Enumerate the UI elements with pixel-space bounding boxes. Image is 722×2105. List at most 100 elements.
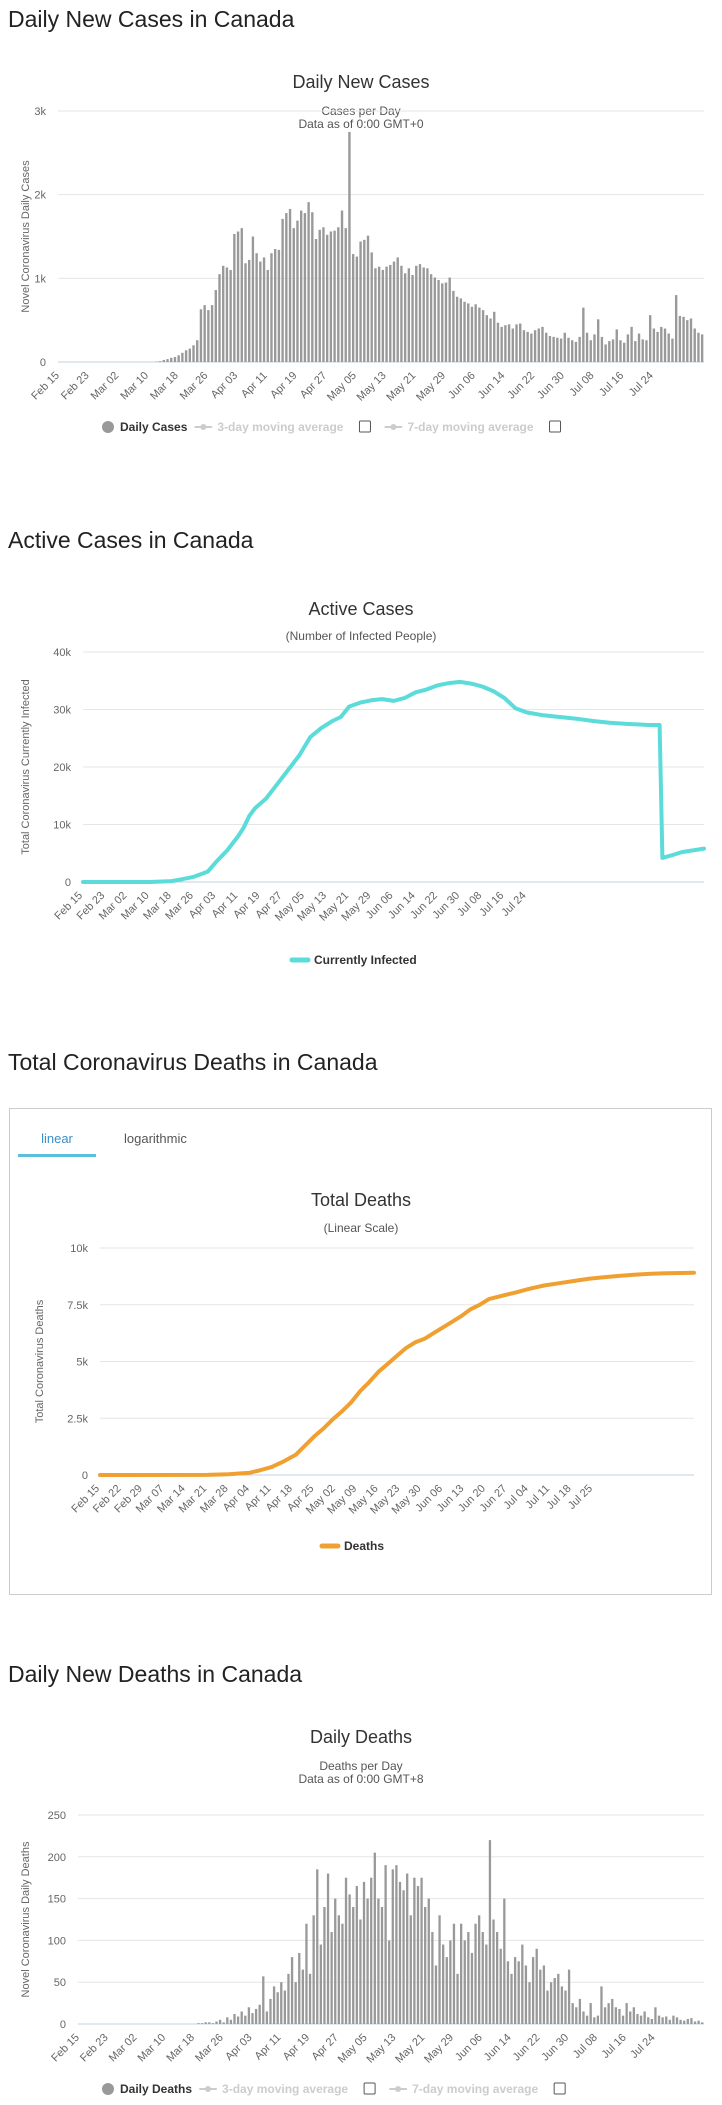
bar (341, 1924, 343, 2024)
bar (460, 298, 462, 362)
bar (233, 234, 235, 362)
bar (377, 1899, 379, 2024)
bar (307, 202, 309, 362)
y-tick-label: 2k (34, 190, 46, 202)
chart-subtitle: Deaths per Day (319, 1759, 402, 1773)
x-tick-label: May 05 (325, 370, 359, 404)
circle-marker-icon (200, 424, 206, 430)
x-tick-label: Feb 23 (59, 370, 92, 403)
bar (489, 318, 491, 362)
bar (320, 1945, 322, 2024)
bar (649, 315, 651, 362)
bar (515, 324, 517, 362)
bar (381, 1907, 383, 2024)
bar (435, 1965, 437, 2024)
bar (503, 1899, 505, 2024)
bar (697, 333, 699, 362)
bar (636, 2014, 638, 2024)
bar (430, 274, 432, 362)
y-tick-label: 150 (48, 1894, 66, 1906)
bar (229, 270, 231, 362)
tab-linear[interactable]: linear (18, 1124, 96, 1157)
bar (658, 2016, 660, 2024)
bar (464, 1940, 466, 2024)
bar (366, 1899, 368, 2024)
bar (549, 336, 551, 362)
bar (197, 2023, 199, 2024)
bar (397, 257, 399, 362)
bar (534, 330, 536, 362)
chart-subtitle: (Linear Scale) (324, 1221, 399, 1235)
total-deaths-section-title: Total Coronavirus Deaths in Canada (8, 1049, 377, 1076)
bar (215, 290, 217, 362)
bar (410, 1915, 412, 2024)
x-tick-label: Jul 16 (600, 2032, 629, 2061)
bar (413, 1878, 415, 2024)
bar (550, 1982, 552, 2024)
y-tick-label: 10k (53, 820, 71, 832)
bar (392, 1869, 394, 2024)
bar (222, 266, 224, 362)
bar (557, 1974, 559, 2024)
y-tick-label: 100 (48, 1935, 66, 1947)
x-tick-label: Jun 14 (482, 2032, 514, 2064)
bar (163, 360, 165, 362)
y-tick-label: 2.5k (67, 1413, 88, 1425)
bar (233, 2014, 235, 2024)
bar (590, 2003, 592, 2024)
bar (426, 268, 428, 362)
bar (536, 1949, 538, 2024)
bar (645, 340, 647, 362)
x-tick-label: Feb 23 (78, 2032, 111, 2065)
bar (295, 1982, 297, 2024)
circle-marker-icon (102, 2083, 114, 2095)
y-tick-label: 0 (40, 357, 46, 369)
y-axis-label: Novel Coronavirus Daily Deaths (20, 1841, 32, 1997)
bar (341, 211, 343, 362)
bar (523, 330, 525, 362)
bar (669, 2020, 671, 2024)
bar (274, 249, 276, 362)
bar (518, 1961, 520, 2024)
bar (327, 1874, 329, 2024)
tab-logarithmic[interactable]: logarithmic (124, 1124, 187, 1154)
bar (600, 1986, 602, 2024)
bar (374, 268, 376, 362)
bar (686, 320, 688, 362)
bar (378, 267, 380, 362)
bar (560, 339, 562, 362)
daily-deaths-section-title: Daily New Deaths in Canada (8, 1661, 302, 1688)
bar (226, 267, 228, 362)
bar (543, 1965, 545, 2024)
bar (463, 302, 465, 362)
bar (510, 1974, 512, 2024)
bar (665, 2016, 667, 2024)
bar (575, 342, 577, 362)
bar (633, 2007, 635, 2024)
chart-subtitle: (Number of Infected People) (286, 629, 437, 643)
bar (259, 2005, 261, 2024)
bar (643, 2011, 645, 2024)
bar (651, 2019, 653, 2024)
bar (305, 1924, 307, 2024)
bar (352, 1907, 354, 2024)
bar (579, 1999, 581, 2024)
x-tick-label: Jun 22 (505, 370, 537, 402)
bar (474, 1924, 476, 2024)
bar (611, 1999, 613, 2024)
bar (415, 266, 417, 362)
bar (269, 1999, 271, 2024)
series-line (100, 1273, 694, 1475)
bar (406, 1874, 408, 2024)
bar (445, 283, 447, 362)
x-tick-label: Jun 06 (446, 370, 478, 402)
bar (552, 337, 554, 362)
bar (411, 275, 413, 362)
x-tick-label: May 29 (422, 2032, 456, 2066)
bar (345, 228, 347, 362)
bar (316, 1869, 318, 2024)
bar (694, 329, 696, 362)
bar (404, 273, 406, 362)
